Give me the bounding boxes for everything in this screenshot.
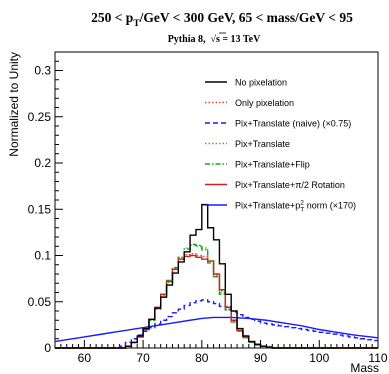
series-line-4 [55,243,378,349]
series-line-0 [55,203,378,349]
y-tick-label: 0.2 [34,156,51,170]
title-pre: 250 < p [91,10,133,25]
y-tick-label: 0.15 [28,202,52,216]
legend-label: Pix+Translate+p2 T norm (×170) [235,200,356,214]
y-axis-label: Normalized to Unity [7,52,21,157]
series-line-2 [55,299,378,349]
y-axis: 0 0.05 0.1 0.15 0.2 0.25 0.3 [28,51,63,355]
x-axis-label: Mass [350,361,379,374]
series-layer [54,203,379,349]
x-tick-label: 100 [309,351,329,365]
subtitle-right: s = 13 TeV [216,34,261,45]
x-tick-label: 90 [254,351,268,365]
legend-label: No pixelation [235,78,287,88]
y-tick-label: 0.1 [34,249,51,263]
y-tick-label: 0.3 [34,64,51,78]
y-tick-label: 0.25 [28,110,52,124]
x-tick-label: 110 [368,351,387,365]
x-tick-label: 60 [78,351,92,365]
x-axis: 60 70 80 90 100 110 [54,340,388,365]
x-tick-label: 70 [136,351,150,365]
subtitle-sqrt: √ [210,34,216,45]
chart-title: 250 < pT/GeV < 300 GeV, 65 < mass/GeV < … [91,10,353,29]
y-tick-label: 0 [44,341,51,355]
title-sub: T [133,19,140,29]
x-tick-label: 80 [195,351,209,365]
legend-label: Pix+Translate+π/2 Rotation [235,180,345,190]
legend-label: Pix+Translate (naive) (×0.75) [235,119,351,129]
subtitle-left: Pythia 8, [168,34,206,45]
series-line-6 [54,316,379,343]
legend: No pixelation Only pixelation Pix+Translat… [205,78,356,214]
legend-label: Pix+Translate [235,139,290,149]
title-post: /GeV < 300 GeV, 65 < mass/GeV < 95 [139,10,353,25]
legend-label: Only pixelation [235,98,294,108]
chart-subtitle: Pythia 8, √s = 13 TeV [168,34,261,45]
y-tick-label: 0.05 [28,295,52,309]
legend-label: Pix+Translate+Flip [235,160,310,170]
